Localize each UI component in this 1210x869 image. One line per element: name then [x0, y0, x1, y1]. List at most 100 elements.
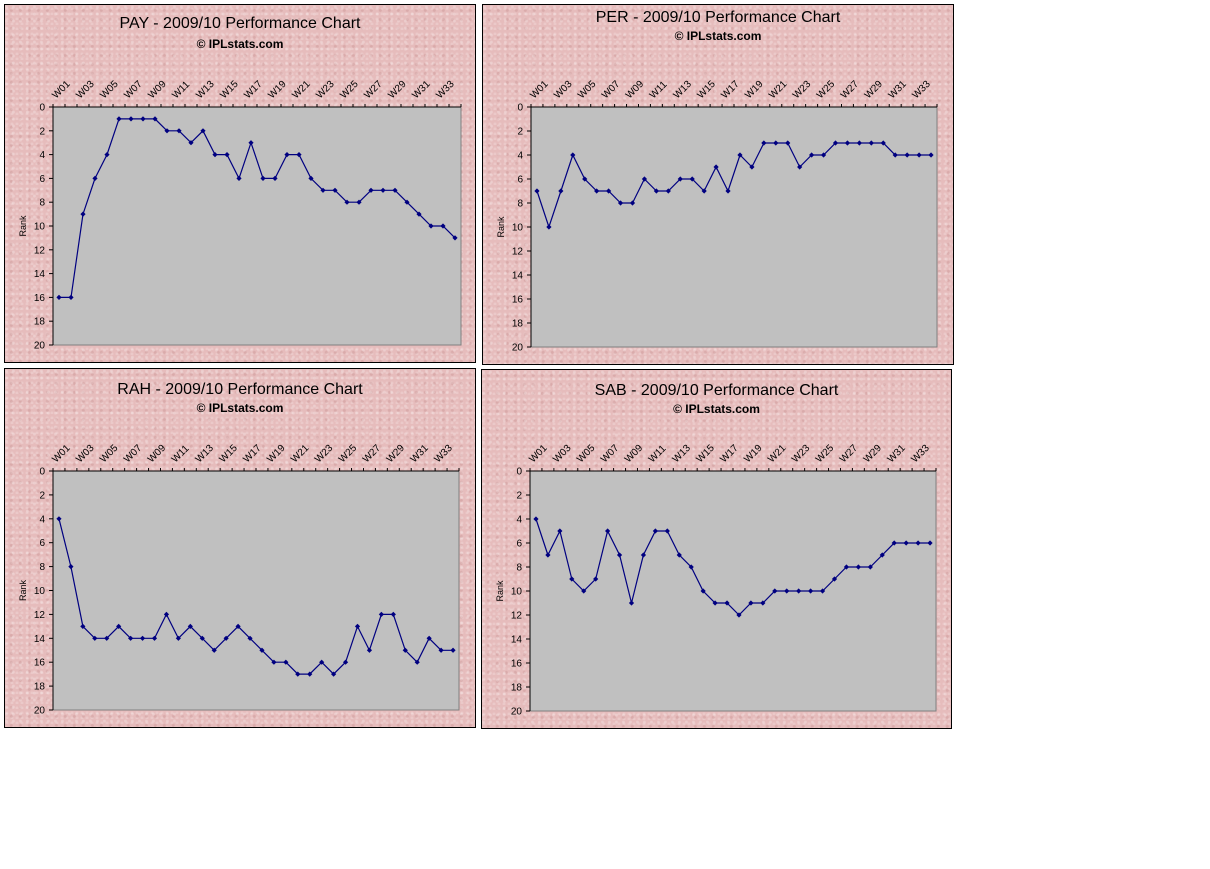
data-point [844, 140, 851, 146]
chart-panel-sab: SAB - 2009/10 Performance Chart © IPLsta… [481, 369, 952, 729]
y-tick-label: 2 [39, 126, 45, 137]
data-point [808, 588, 814, 594]
data-point [404, 199, 410, 205]
x-tick-label: W25 [814, 442, 837, 465]
data-point [296, 152, 302, 158]
data-point [248, 140, 254, 146]
y-tick-label: 14 [34, 634, 46, 645]
x-tick-label: W25 [338, 78, 361, 101]
y-tick-label: 4 [39, 514, 45, 525]
y-tick-label: 10 [34, 586, 46, 597]
data-point [140, 116, 146, 122]
data-point [116, 116, 122, 122]
x-tick-label: W01 [50, 78, 73, 101]
data-point [570, 152, 576, 158]
x-tick-label: W01 [527, 442, 550, 465]
y-tick-label: 4 [39, 150, 45, 161]
y-tick-label: 12 [511, 611, 523, 622]
data-point [319, 659, 325, 665]
data-point [749, 164, 755, 170]
data-point [927, 540, 933, 546]
y-tick-label: 20 [512, 343, 524, 354]
data-point [724, 600, 730, 606]
y-tick-label: 16 [512, 295, 524, 306]
x-tick-label: W15 [217, 442, 240, 465]
x-tick-label: W25 [337, 442, 360, 465]
x-tick-label: W09 [624, 78, 647, 101]
x-tick-label: W23 [790, 442, 813, 465]
data-point [139, 635, 146, 641]
x-tick-label: W17 [719, 78, 742, 101]
data-point [247, 635, 253, 641]
data-point [271, 659, 277, 665]
data-point [855, 564, 861, 570]
y-tick-label: 6 [39, 174, 45, 185]
y-tick-label: 14 [511, 635, 523, 646]
x-tick-label: W07 [122, 442, 145, 465]
data-point [903, 540, 909, 546]
data-point [378, 611, 384, 617]
data-point [428, 223, 434, 229]
data-point [438, 647, 444, 653]
series-line [58, 518, 453, 675]
data-point [416, 211, 422, 217]
data-point [689, 176, 695, 182]
y-tick-label: 6 [516, 539, 522, 550]
y-tick-label: 2 [517, 127, 523, 138]
x-tick-label: W21 [766, 442, 789, 465]
data-point [450, 647, 456, 653]
x-tick-label: W19 [743, 78, 766, 101]
data-point [928, 152, 934, 158]
data-point [236, 175, 242, 181]
y-tick-label: 0 [516, 467, 522, 478]
y-tick-label: 0 [39, 467, 45, 478]
y-tick-label: 18 [511, 683, 523, 694]
data-point [151, 635, 158, 641]
x-tick-label: W21 [289, 442, 312, 465]
data-point [581, 588, 587, 594]
data-point [831, 576, 838, 582]
plot-area [530, 106, 938, 348]
y-tick-label: 18 [34, 682, 46, 693]
x-tick-label: W13 [672, 78, 695, 101]
data-point [569, 576, 575, 582]
data-point [748, 600, 754, 606]
data-point [128, 116, 134, 122]
y-tick-label: 18 [512, 319, 524, 330]
x-tick-label: W27 [362, 78, 385, 101]
data-point [175, 635, 181, 641]
x-tick-label: W05 [98, 78, 121, 101]
y-tick-label: 12 [512, 247, 524, 258]
y-tick-label: 16 [34, 658, 46, 669]
series-line [535, 518, 930, 616]
data-point [414, 659, 420, 665]
chart-title: PER - 2009/10 Performance Chart [595, 9, 841, 26]
data-point [402, 647, 408, 653]
y-axis-label: Rank [495, 580, 505, 602]
x-tick-label: W31 [410, 78, 433, 101]
data-point [92, 635, 98, 641]
data-point [891, 540, 897, 546]
data-point [868, 140, 874, 146]
y-tick-label: 2 [39, 490, 45, 501]
data-point [737, 152, 743, 158]
x-tick-label: W11 [170, 443, 192, 465]
data-point [867, 564, 873, 570]
data-point [629, 200, 636, 206]
data-point [80, 623, 86, 629]
data-point [809, 152, 815, 158]
y-tick-label: 6 [39, 538, 45, 549]
x-tick-label: W27 [838, 442, 861, 465]
x-tick-label: W33 [910, 78, 933, 101]
x-tick-label: W27 [839, 78, 862, 101]
data-point [380, 187, 386, 193]
y-tick-label: 8 [39, 198, 45, 209]
data-point [200, 128, 206, 134]
data-point [916, 152, 922, 158]
y-tick-label: 10 [511, 587, 523, 598]
x-tick-label: W19 [742, 442, 765, 465]
x-tick-label: W03 [551, 442, 574, 465]
y-tick-label: 14 [512, 271, 524, 282]
data-point [104, 635, 110, 641]
